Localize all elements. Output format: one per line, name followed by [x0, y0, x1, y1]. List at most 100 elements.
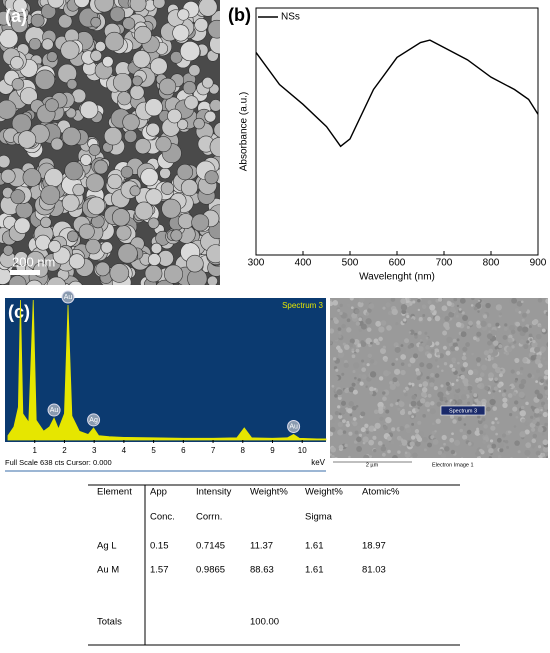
particle [348, 455, 351, 458]
table-cell: 81.03 [362, 565, 386, 576]
particle [430, 372, 435, 378]
particle [535, 450, 541, 456]
x-tick-label: 9 [270, 446, 275, 455]
particle [435, 418, 441, 424]
particle [460, 331, 467, 338]
particle [519, 410, 526, 417]
particle [513, 425, 517, 428]
particle [514, 379, 518, 383]
particle [487, 323, 492, 328]
particle [544, 369, 548, 376]
particle [498, 327, 505, 334]
particle [351, 348, 355, 352]
particle [378, 326, 385, 333]
particle [430, 401, 435, 406]
particle [482, 432, 487, 436]
particle [44, 168, 64, 188]
particle [177, 118, 189, 130]
particle [426, 353, 433, 359]
particle [451, 357, 457, 363]
particle [331, 384, 335, 388]
particle [430, 435, 435, 440]
particle [131, 75, 143, 87]
x-tick-label: 700 [436, 258, 453, 269]
particle [392, 377, 398, 383]
particle [394, 368, 401, 375]
particle [330, 328, 335, 334]
particle [463, 423, 467, 426]
particle [442, 330, 448, 336]
particle [460, 374, 465, 380]
particle [456, 338, 460, 342]
particle [509, 413, 513, 417]
particle [335, 368, 339, 372]
particle [516, 371, 521, 375]
particle [513, 387, 517, 391]
particle [389, 380, 393, 385]
particle [145, 188, 163, 206]
annotation-marker [47, 403, 61, 417]
particle [400, 362, 405, 367]
particle [433, 386, 438, 391]
particle [337, 308, 341, 312]
table-cell: 1.57 [150, 565, 169, 576]
particle [155, 136, 172, 153]
particle [430, 309, 434, 313]
particle [473, 393, 478, 398]
particle [15, 201, 34, 219]
particle [66, 230, 79, 243]
particle [362, 436, 369, 443]
particle [405, 350, 412, 357]
particle [338, 331, 342, 335]
particle [462, 378, 469, 385]
particle [500, 368, 503, 372]
particle [61, 194, 80, 212]
particle [521, 306, 528, 313]
particle [546, 342, 548, 347]
particle [454, 346, 459, 351]
particle [361, 374, 367, 380]
particle [117, 243, 138, 264]
particle [441, 369, 444, 373]
table-header: Conc. [150, 512, 175, 523]
particle [471, 352, 474, 356]
particle [440, 384, 444, 388]
particle [331, 454, 335, 458]
particle [460, 367, 466, 372]
particle [405, 427, 412, 434]
particle [467, 442, 472, 446]
particle [382, 306, 386, 310]
particle [330, 431, 334, 437]
particle [414, 440, 421, 447]
particle [167, 108, 182, 124]
particle [531, 341, 538, 348]
table-cell: 1.61 [305, 565, 324, 576]
particle [503, 326, 508, 331]
particle [104, 31, 124, 52]
particle [406, 314, 410, 319]
particle [357, 343, 362, 348]
particle [410, 435, 416, 440]
particle [428, 377, 435, 384]
particle [132, 50, 151, 69]
particle [547, 397, 548, 400]
particle [330, 317, 334, 321]
particle [35, 234, 51, 251]
table-cell: 100.00 [250, 617, 279, 628]
particle [434, 358, 438, 362]
particle [369, 391, 374, 395]
particle [417, 406, 420, 410]
particle [452, 338, 457, 343]
particle [78, 223, 95, 240]
particle [334, 457, 338, 458]
particle [512, 340, 517, 344]
particle [348, 401, 354, 407]
particle [519, 366, 524, 371]
particle [515, 415, 519, 419]
particle [437, 391, 444, 398]
particle [480, 301, 485, 306]
particle [351, 312, 358, 319]
particle [476, 427, 479, 431]
particle [481, 364, 487, 371]
x-tick-label: 6 [181, 446, 186, 455]
